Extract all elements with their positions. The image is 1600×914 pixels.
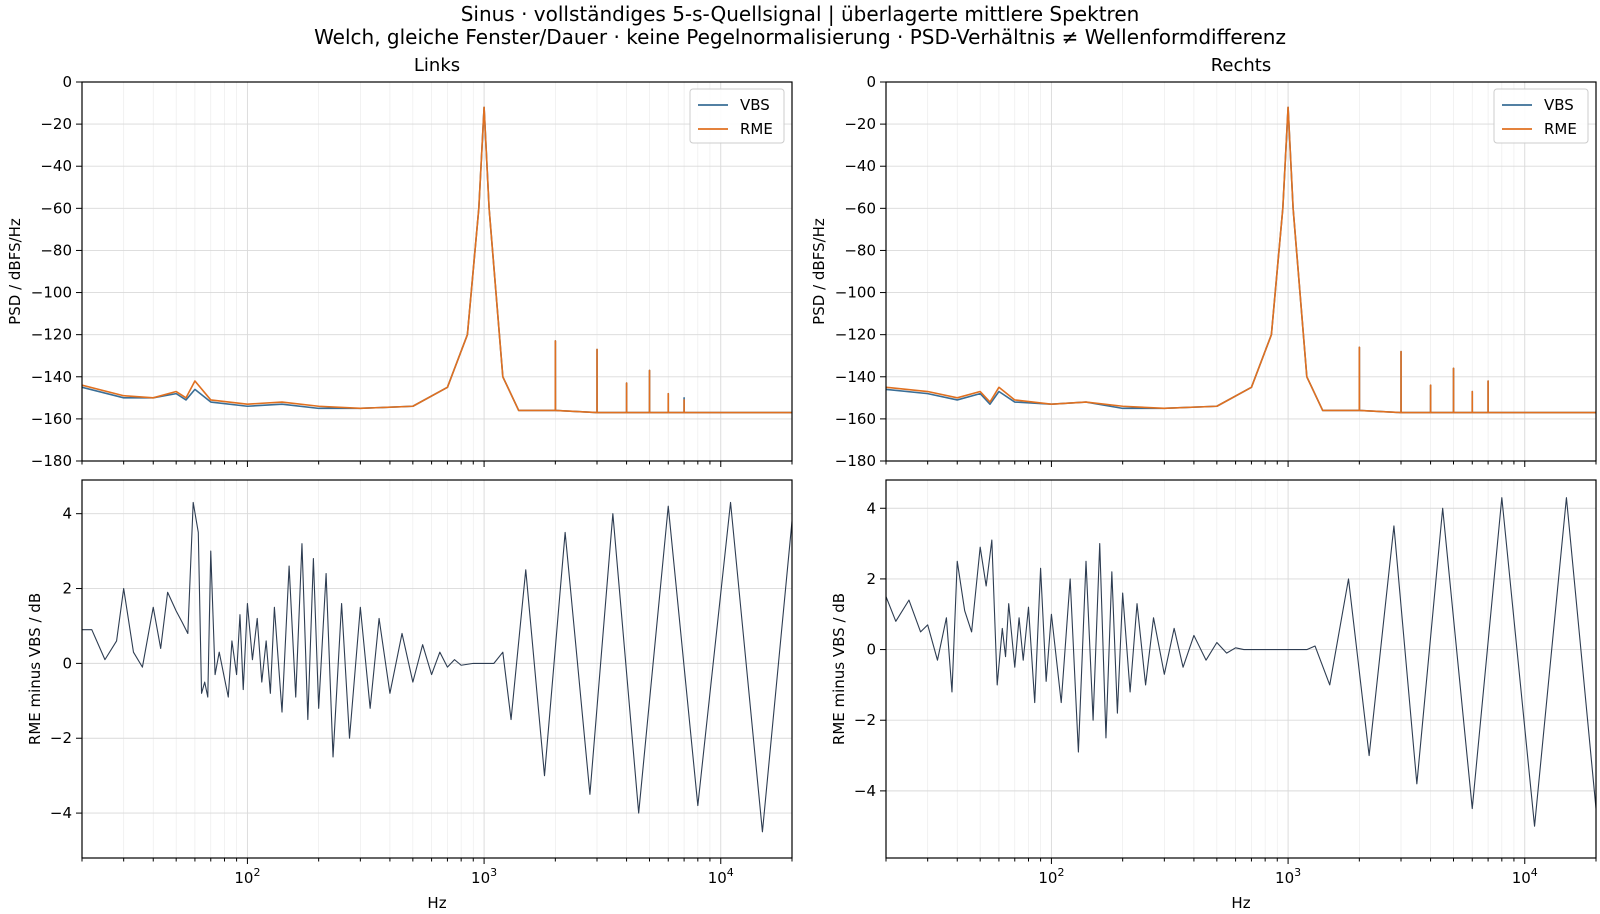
psd-left-series-rme-line bbox=[82, 106, 792, 414]
psd-right-grid bbox=[885, 81, 1597, 462]
psd-right-ylabel: PSD / dBFS/Hz bbox=[810, 218, 828, 325]
diff-left-panel: 4 2 0 −2 −4 102 103 104 RME minus VBS / dB Hz bbox=[26, 479, 793, 912]
ytick-label: 2 bbox=[866, 570, 876, 588]
ytick-label: 0 bbox=[62, 73, 72, 91]
psd-left-series-vbs-line bbox=[82, 106, 792, 414]
ytick-label: −180 bbox=[835, 452, 876, 470]
ytick-label: −20 bbox=[40, 115, 72, 133]
legend-label-vbs: VBS bbox=[1544, 96, 1574, 114]
psd-left-ylabel: PSD / dBFS/Hz bbox=[6, 218, 24, 325]
ytick-label: −120 bbox=[835, 326, 876, 344]
diff-left-xlabel: Hz bbox=[427, 894, 446, 912]
psd-right-series-rme-line bbox=[886, 106, 1596, 414]
psd-left-title: Links bbox=[414, 55, 460, 76]
ytick-label: 2 bbox=[62, 580, 72, 598]
ytick-label: −4 bbox=[50, 804, 72, 822]
diff-right-ylabel: RME minus VBS / dB bbox=[830, 593, 848, 745]
ytick-label: −4 bbox=[854, 782, 876, 800]
psd-left-frame bbox=[81, 81, 793, 462]
legend-label-vbs: VBS bbox=[740, 96, 770, 114]
ytick-label: −160 bbox=[835, 410, 876, 428]
psd-left-grid bbox=[81, 81, 793, 462]
diff-left-frame bbox=[81, 479, 793, 859]
ytick-label: −140 bbox=[31, 368, 72, 386]
psd-right-series-vbs-line bbox=[886, 106, 1596, 414]
figure-title-line1: Sinus · vollständiges 5-s-Quellsignal | … bbox=[461, 2, 1140, 26]
diff-right-panel: 4 2 0 −2 −4 102 103 104 RME minus VBS / dB Hz bbox=[830, 479, 1597, 912]
xtick-label-100: 102 bbox=[1038, 866, 1064, 887]
figure-title-line2: Welch, gleiche Fenster/Dauer · keine Peg… bbox=[314, 25, 1286, 49]
ytick-label: −100 bbox=[835, 284, 876, 302]
ytick-label: 0 bbox=[866, 641, 876, 659]
diff-right-frame bbox=[885, 479, 1597, 859]
xtick-label-10000: 104 bbox=[708, 866, 734, 887]
diff-right-xlabel: Hz bbox=[1231, 894, 1250, 912]
ytick-label: −120 bbox=[31, 326, 72, 344]
ytick-label: −60 bbox=[844, 199, 876, 217]
legend-label-rme: RME bbox=[1544, 120, 1577, 138]
diff-left-series-diff-line bbox=[82, 501, 792, 833]
ytick-label: −20 bbox=[844, 115, 876, 133]
xtick-label-1000: 103 bbox=[471, 866, 497, 887]
ytick-label: 4 bbox=[62, 505, 72, 523]
ytick-label: −160 bbox=[31, 410, 72, 428]
ytick-label: −80 bbox=[844, 241, 876, 259]
diff-right-grid bbox=[885, 480, 1597, 858]
ytick-label: −2 bbox=[50, 729, 72, 747]
ytick-label: 0 bbox=[866, 73, 876, 91]
xtick-label-1000: 103 bbox=[1275, 866, 1301, 887]
ytick-label: 0 bbox=[62, 654, 72, 672]
diff-left-ylabel: RME minus VBS / dB bbox=[26, 593, 44, 745]
psd-right-title: Rechts bbox=[1211, 55, 1272, 76]
diff-left-grid bbox=[81, 480, 793, 858]
ytick-label: 4 bbox=[866, 499, 876, 517]
psd-right-frame bbox=[885, 81, 1597, 462]
ytick-label: −140 bbox=[835, 368, 876, 386]
xtick-label-10000: 104 bbox=[1512, 866, 1538, 887]
ytick-label: −60 bbox=[40, 199, 72, 217]
ytick-label: −180 bbox=[31, 452, 72, 470]
ytick-label: −40 bbox=[40, 157, 72, 175]
diff-right-series-diff-line bbox=[886, 497, 1596, 827]
ytick-label: −100 bbox=[31, 284, 72, 302]
psd-right-legend: VBS RME bbox=[1493, 88, 1589, 144]
ytick-label: −2 bbox=[854, 711, 876, 729]
xtick-label-100: 102 bbox=[234, 866, 260, 887]
ytick-label: −40 bbox=[844, 157, 876, 175]
psd-right-panel: 0 −20 −40 −60 −80 −100 −120 −140 −160 −180 Rechts P… bbox=[810, 55, 1597, 470]
psd-left-legend: VBS RME bbox=[689, 88, 785, 144]
legend-label-rme: RME bbox=[740, 120, 773, 138]
psd-left-panel: 0 −20 −40 −60 −80 −100 −120 −140 −160 −180 Links PS… bbox=[6, 55, 793, 470]
ytick-label: −80 bbox=[40, 241, 72, 259]
